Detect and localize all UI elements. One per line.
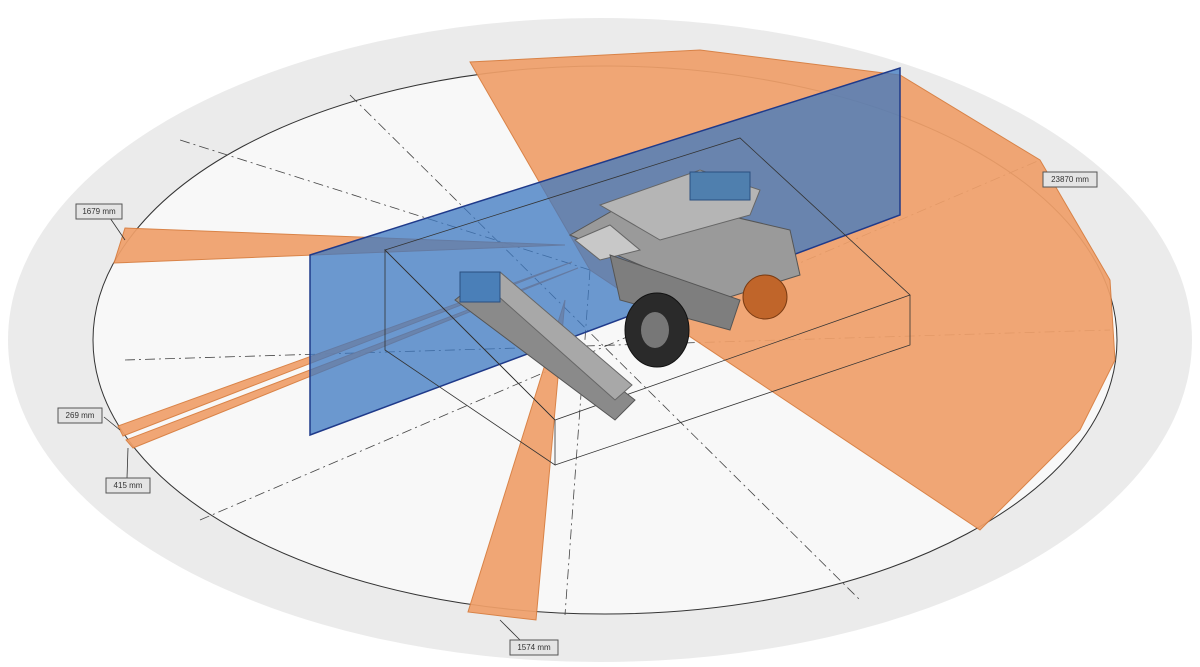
label-text: 23870 mm: [1051, 175, 1089, 184]
label: 269 mm: [57, 407, 103, 424]
label-text: 1679 mm: [82, 207, 116, 216]
label: 1574 mm: [509, 639, 559, 656]
label-text: 269 mm: [66, 411, 95, 420]
label: 1679 mm: [75, 203, 123, 220]
label: 23870 mm: [1042, 171, 1098, 188]
label-text: 415 mm: [114, 481, 143, 490]
leaders: [103, 179, 1071, 641]
bounding-box: [384, 137, 911, 466]
zone-bottom: [467, 299, 566, 621]
label-text: 1574 mm: [517, 643, 551, 652]
machine: [454, 169, 801, 421]
label: 415 mm: [105, 477, 151, 494]
